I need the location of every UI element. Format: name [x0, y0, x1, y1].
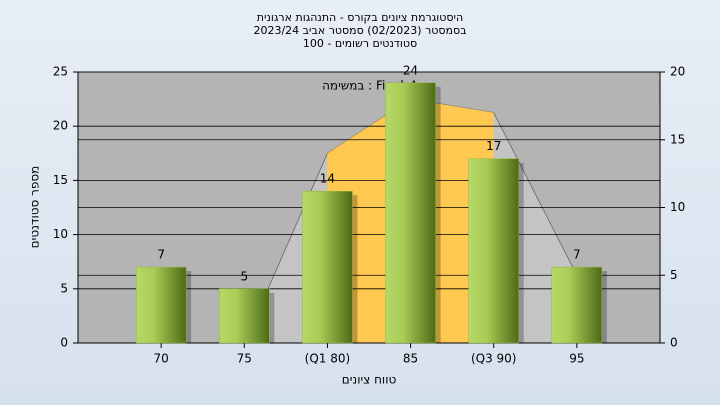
title-line: היסטוגרמת ציונים בקורס - התנהגות ארגונית	[257, 11, 463, 24]
y2-tick-label: 20	[670, 65, 685, 79]
y-tick-label: 10	[53, 227, 68, 241]
bar	[219, 288, 270, 344]
y-tick-label: 0	[60, 336, 68, 350]
x-tick-label: 95	[569, 352, 584, 366]
value-label: 7	[157, 248, 165, 262]
x-tick-label: (Q3 90)	[471, 352, 517, 366]
title-line: בסמסטר (02/2023) סמסטר אביב 2023/24	[253, 24, 466, 37]
y-tick-label: 25	[53, 65, 68, 79]
value-label: 7	[573, 248, 581, 262]
y-tick-label: 15	[53, 173, 68, 187]
value-label: 5	[240, 269, 248, 283]
x-tick-label: (Q1 80)	[305, 352, 351, 366]
y-tick-label: 20	[53, 119, 68, 133]
y-axis-label: מספר סטודנטים	[28, 166, 42, 249]
bar	[302, 190, 353, 344]
bar	[468, 158, 519, 344]
x-tick-label: 70	[154, 352, 169, 366]
bar	[551, 266, 603, 344]
y-tick-label: 5	[60, 281, 68, 295]
x-axis-label: טווח ציונים	[342, 373, 397, 387]
value-label: 14	[320, 172, 335, 186]
bar	[385, 82, 436, 344]
y2-tick-label: 0	[670, 336, 678, 350]
x-tick-label: 75	[237, 352, 252, 366]
y2-tick-label: 10	[670, 200, 685, 214]
y2-tick-label: 15	[670, 132, 685, 146]
title-line: סטודנטים רשומים - 100	[303, 37, 417, 50]
y2-tick-label: 5	[670, 268, 678, 282]
value-label: 24	[403, 63, 418, 77]
value-label: 17	[486, 139, 501, 153]
bar	[135, 266, 187, 344]
x-tick-label: 85	[403, 352, 418, 366]
